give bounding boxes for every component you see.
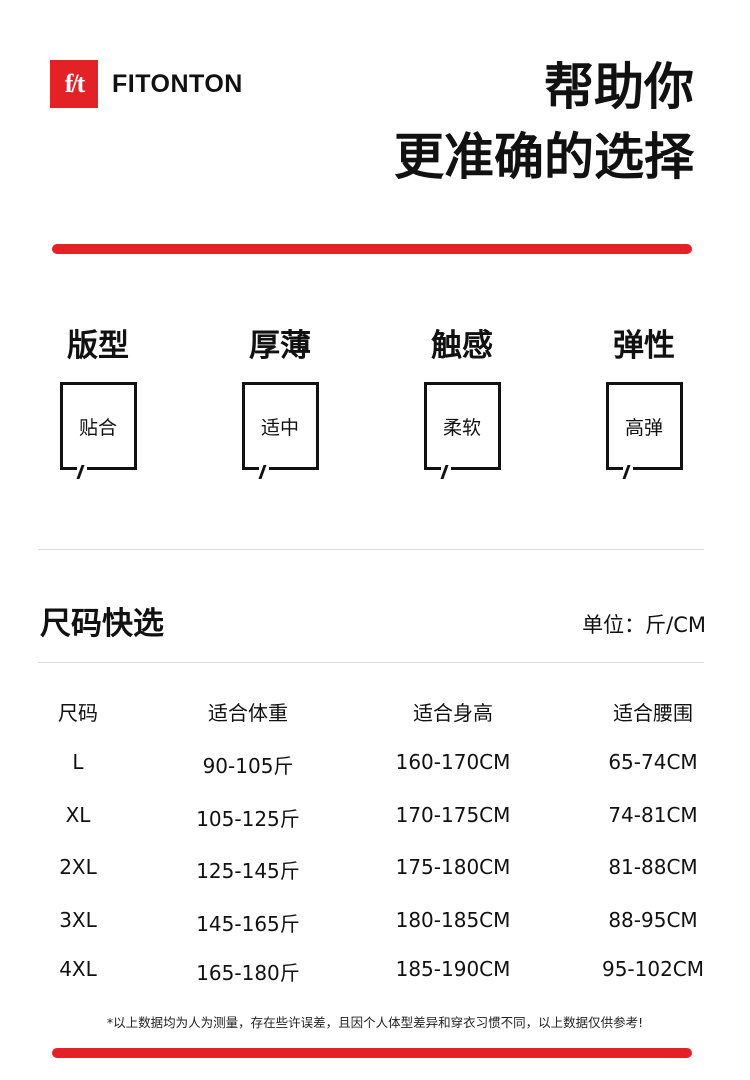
divider (38, 549, 704, 550)
table-cell: 165-180斤 (196, 961, 300, 985)
speech-bubble-icon: 高弹 (605, 382, 683, 479)
attribute-card: 版型 贴合 (18, 320, 178, 479)
headline-line2: 更准确的选择 (394, 128, 694, 186)
attribute-card: 厚薄 适中 (200, 320, 360, 479)
attribute-title: 厚薄 (249, 328, 311, 364)
brand-name: FITONTON (112, 70, 243, 98)
brand-logo: f/t (50, 60, 98, 108)
table-cell: 170-175CM (395, 803, 511, 827)
table-cell: 180-185CM (395, 908, 511, 932)
attribute-value: 柔软 (442, 416, 481, 439)
column-header: 尺码 (58, 701, 98, 725)
table-cell: 160-170CM (395, 750, 511, 774)
column-header: 适合体重 (208, 701, 288, 725)
table-cell: 4XL (59, 957, 97, 981)
table-cell: 65-74CM (608, 750, 698, 774)
divider (38, 662, 704, 663)
table-cell: 81-88CM (608, 855, 698, 879)
table-row: 2XL 125-145斤 175-180CM 81-88CM (0, 855, 750, 885)
table-cell: 95-102CM (601, 957, 705, 981)
attribute-card: 触感 柔软 (382, 320, 542, 479)
table-cell: 185-190CM (395, 957, 511, 981)
table-cell: 2XL (59, 855, 97, 879)
attribute-value: 高弹 (624, 416, 663, 439)
table-header: 尺码 适合体重 适合身高 适合腰围 (0, 697, 750, 727)
attribute-title: 触感 (431, 328, 493, 364)
speech-bubble-icon: 适中 (241, 382, 319, 479)
unit-label: 单位：斤/CM (582, 613, 706, 637)
attribute-card: 弹性 高弹 (564, 320, 724, 479)
speech-bubble-icon: 柔软 (423, 382, 501, 479)
table-cell: 74-81CM (608, 803, 698, 827)
attribute-title: 版型 (67, 328, 129, 364)
table-row: 3XL 145-165斤 180-185CM 88-95CM (0, 908, 750, 938)
table-cell: XL (65, 803, 91, 827)
table-cell: 3XL (59, 908, 97, 932)
table-cell: 175-180CM (395, 855, 511, 879)
table-cell: 145-165斤 (196, 912, 300, 936)
size-section-title: 尺码快选 (40, 606, 164, 642)
red-divider-bottom (52, 1048, 692, 1058)
table-cell: 88-95CM (608, 908, 698, 932)
column-header: 适合腰围 (613, 701, 693, 725)
table-cell: 105-125斤 (196, 807, 300, 831)
attribute-title: 弹性 (613, 328, 675, 364)
disclaimer-note: *以上数据均为人为测量，存在些许误差，且因个人体型差异和穿衣习惯不同，以上数据仅… (106, 1015, 644, 1030)
attribute-value: 适中 (260, 416, 299, 439)
speech-bubble-icon: 贴合 (59, 382, 137, 479)
table-row: XL 105-125斤 170-175CM 74-81CM (0, 803, 750, 833)
headline-line1: 帮助你 (544, 58, 694, 116)
column-header: 适合身高 (413, 701, 493, 725)
red-divider-top (52, 244, 692, 254)
table-cell: 90-105斤 (202, 754, 294, 778)
table-row: L 90-105斤 160-170CM 65-74CM (0, 750, 750, 780)
attribute-value: 贴合 (78, 416, 117, 439)
table-row: 4XL 165-180斤 185-190CM 95-102CM (0, 957, 750, 987)
table-cell: 125-145斤 (196, 859, 300, 883)
table-cell: L (72, 750, 84, 774)
